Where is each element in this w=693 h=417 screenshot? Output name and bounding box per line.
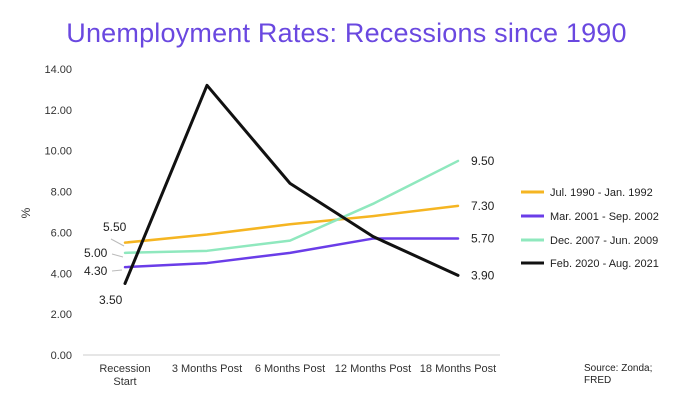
x-tick-label: 6 Months Post xyxy=(255,363,325,375)
x-tick-label: 3 Months Post xyxy=(172,363,242,375)
end-value-label: 7.30 xyxy=(471,199,495,213)
start-value-label: 5.00 xyxy=(84,246,108,260)
label-connector xyxy=(111,269,123,272)
start-value-label: 3.50 xyxy=(99,293,123,307)
series-line-2 xyxy=(123,237,460,269)
y-tick-label: 14.00 xyxy=(44,64,72,76)
x-tick-label: 12 Months Post xyxy=(335,363,411,375)
series-line-1 xyxy=(123,204,460,244)
source-line-2: FRED xyxy=(584,375,612,386)
y-tick-label: 12.00 xyxy=(44,105,72,117)
series-line-3 xyxy=(123,159,460,255)
end-value-label: 9.50 xyxy=(471,154,495,168)
start-value-label: 4.30 xyxy=(84,264,108,278)
start-value-label: 5.50 xyxy=(103,220,127,234)
y-tick-label: 6.00 xyxy=(51,227,72,239)
label-connector xyxy=(111,253,124,258)
x-tick-label: Start xyxy=(113,376,136,388)
y-axis-label: % xyxy=(19,207,33,218)
legend-label-3: Dec. 2007 - Jun. 2009 xyxy=(550,235,658,247)
source-line-1: Source: Zonda; xyxy=(584,363,653,374)
legend-label-4: Feb. 2020 - Aug. 2021 xyxy=(550,258,659,270)
legend-label-2: Mar. 2001 - Sep. 2002 xyxy=(550,211,659,223)
series-line-4 xyxy=(123,83,460,285)
source-note: Source: Zonda; FRED xyxy=(584,363,684,387)
y-tick-label: 8.00 xyxy=(51,187,72,199)
x-tick-label: Recession xyxy=(99,363,150,375)
y-tick-label: 0.00 xyxy=(51,350,72,362)
y-tick-label: 2.00 xyxy=(51,309,72,321)
end-value-label: 5.70 xyxy=(471,232,495,246)
y-tick-label: 4.00 xyxy=(51,268,72,280)
chart-title: Unemployment Rates: Recessions since 199… xyxy=(66,18,627,48)
end-value-label: 3.90 xyxy=(471,268,495,282)
y-tick-label: 10.00 xyxy=(44,146,72,158)
x-tick-label: 18 Months Post xyxy=(420,363,496,375)
legend-label-1: Jul. 1990 - Jan. 1992 xyxy=(550,187,653,199)
label-connector xyxy=(110,238,125,247)
